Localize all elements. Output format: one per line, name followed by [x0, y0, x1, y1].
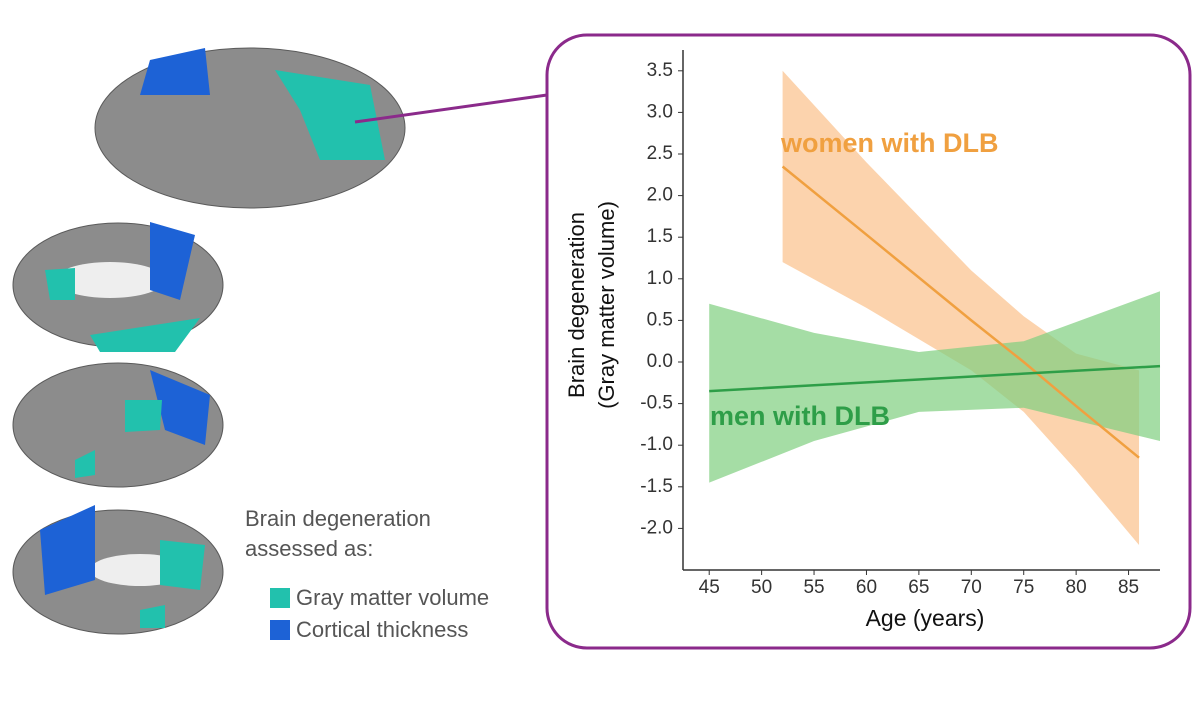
- series-label: women with DLB: [780, 128, 999, 158]
- y-tick-label: 3.5: [647, 60, 673, 81]
- y-tick-label: 3.0: [647, 101, 673, 122]
- y-tick-label: 2.0: [647, 185, 673, 206]
- confidence-band: [782, 70, 1140, 546]
- x-tick-label: 50: [751, 577, 772, 598]
- y-axis-title: Brain degeneration: [564, 212, 589, 398]
- x-tick-label: 80: [1066, 577, 1087, 598]
- y-tick-label: 1.5: [647, 226, 673, 247]
- confidence-band: [709, 291, 1160, 483]
- x-tick-label: 60: [856, 577, 877, 598]
- x-tick-label: 85: [1118, 577, 1139, 598]
- series-label: men with DLB: [710, 401, 890, 431]
- legend-swatch: [270, 620, 290, 640]
- y-tick-label: 0.0: [647, 351, 673, 372]
- x-tick-label: 75: [1013, 577, 1034, 598]
- brain-illustrations: [12, 47, 406, 635]
- y-tick-label: -1.0: [640, 434, 673, 455]
- y-tick-label: -1.5: [640, 476, 673, 497]
- highlight-frame: [545, 33, 1192, 650]
- y-tick-label: -0.5: [640, 393, 673, 414]
- connector: [354, 93, 548, 124]
- y-axis-title: (Gray matter volume): [594, 201, 619, 409]
- x-tick-label: 45: [699, 577, 720, 598]
- x-axis-title: Age (years): [866, 605, 985, 631]
- trend-line: [709, 364, 1161, 393]
- y-tick-label: 2.5: [647, 143, 673, 164]
- legend-title: assessed as:: [245, 536, 373, 561]
- x-tick-label: 70: [961, 577, 982, 598]
- x-tick-label: 55: [803, 577, 824, 598]
- y-tick-label: 0.5: [647, 309, 673, 330]
- trend-line: [781, 165, 1140, 459]
- legend-label: Gray matter volume: [296, 585, 489, 610]
- legend-label: Cortical thickness: [296, 617, 468, 642]
- legend-swatch: [270, 588, 290, 608]
- y-tick-label: -2.0: [640, 517, 673, 538]
- y-tick-label: 1.0: [647, 268, 673, 289]
- legend-title: Brain degeneration: [245, 506, 431, 531]
- x-tick-label: 65: [908, 577, 929, 598]
